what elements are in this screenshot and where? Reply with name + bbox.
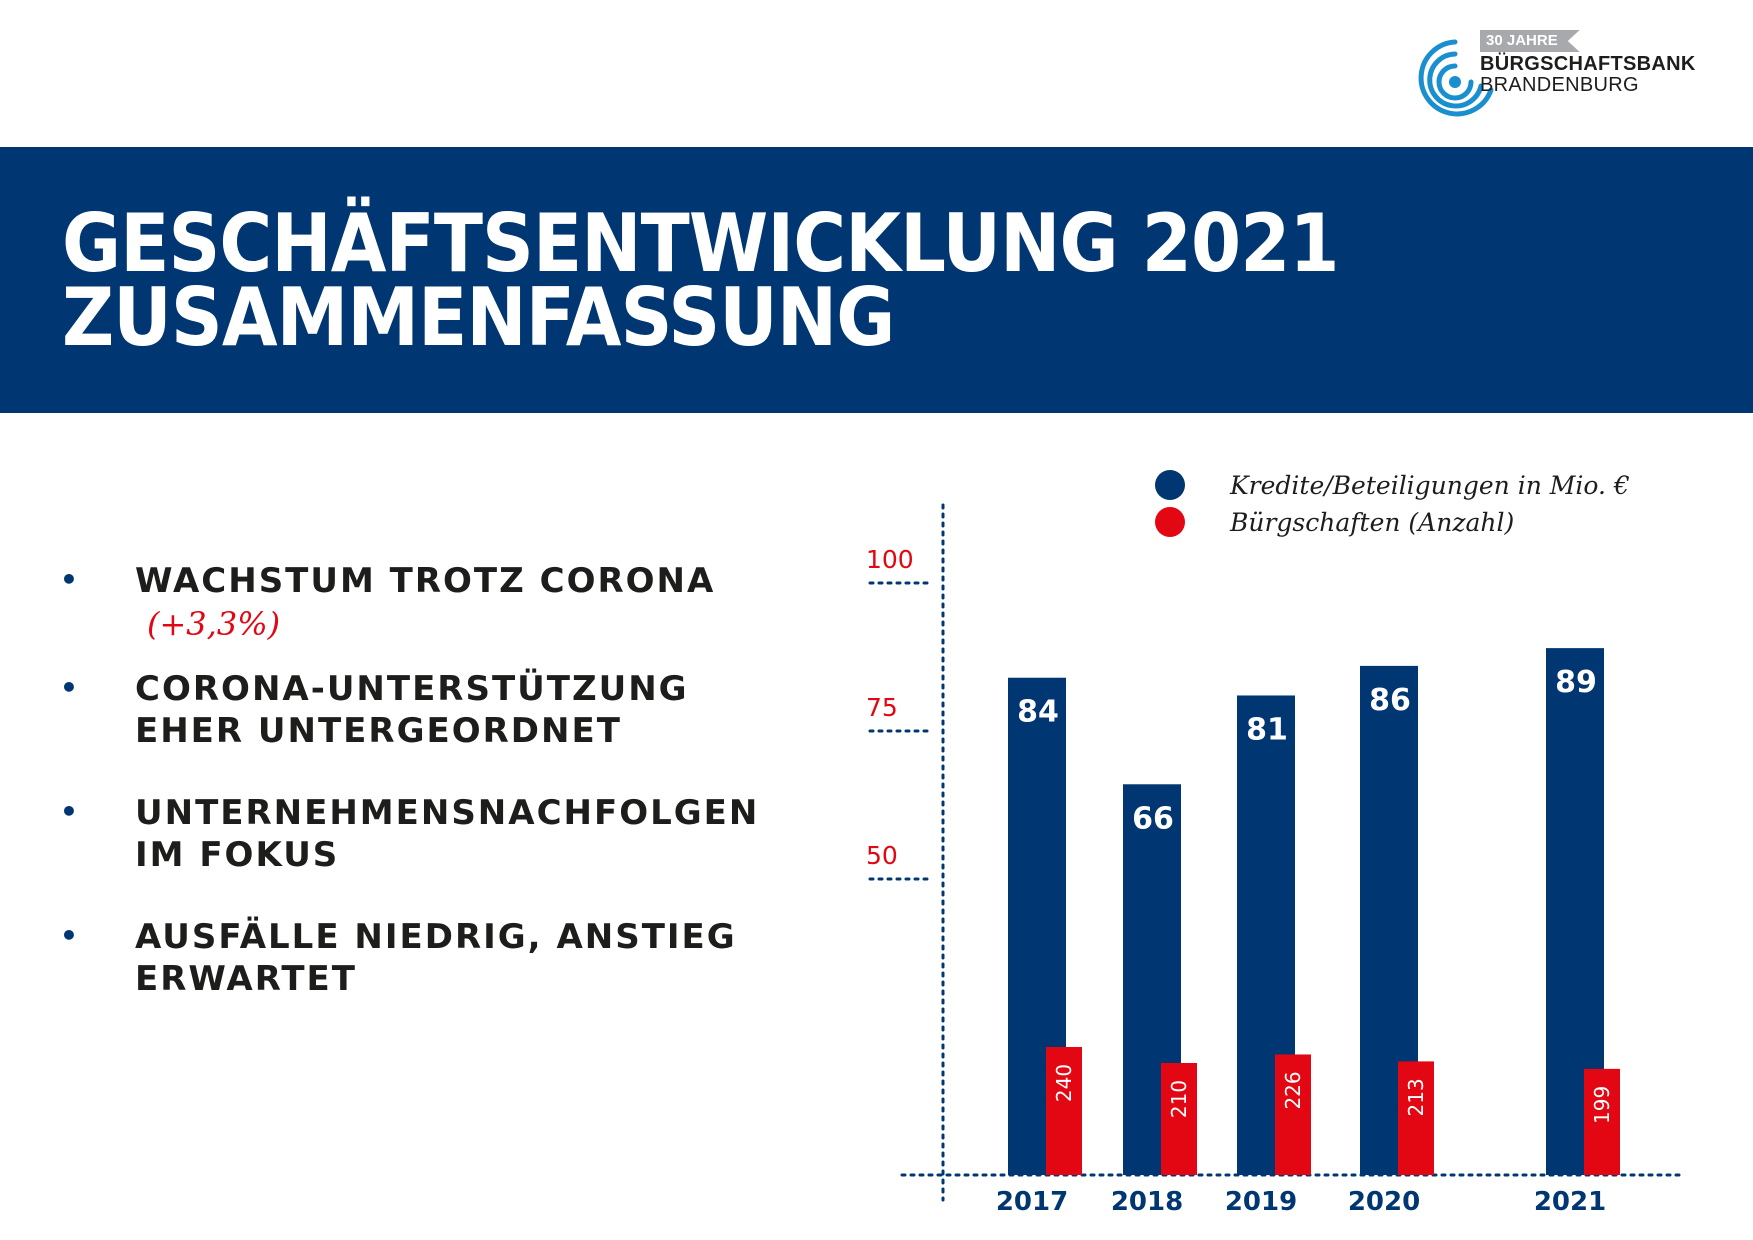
x-tick-label-2018: 2018 <box>1111 1187 1183 1217</box>
summary-item-text: WACHSTUM TROTZ CORONA <box>135 561 716 601</box>
bar-label-kredite-2021: 89 <box>1555 665 1597 700</box>
bar-buergschaften-2020 <box>1398 1061 1434 1175</box>
title-banner: GESCHÄFTSENTWICKLUNG 2021 ZUSAMMENFASSUN… <box>0 147 1753 413</box>
y-tick-label-75: 75 <box>866 693 898 722</box>
legend-label-1: Kredite/Beteiligungen in Mio. € <box>1229 471 1630 500</box>
summary-item-text: CORONA-UNTERSTÜTZUNG EHER UNTERGEORDNET <box>135 669 689 751</box>
bar-label-kredite-2017: 84 <box>1017 695 1059 730</box>
growth-note: (+3,3%) <box>147 605 281 643</box>
summary-item-text: UNTERNEHMENSNACHFOLGEN IM FOKUS <box>135 793 760 875</box>
logo-anniversary-ribbon: 30 JAHRE <box>1480 30 1580 52</box>
summary-list: • WACHSTUM TROTZ CORONA (+3,3%) • CORONA… <box>60 560 800 1000</box>
chart-x-labels: 2017 2018 2019 2020 2021 <box>996 1187 1606 1217</box>
logo: 30 JAHRE BÜRGSCHAFTSBANK BRANDENBURG <box>1415 26 1705 126</box>
chart-bars: 84 240 66 210 81 226 86 213 89 199 <box>1008 648 1620 1175</box>
bar-label-buergschaften-2021: 199 <box>1590 1086 1614 1124</box>
x-tick-label-2021: 2021 <box>1534 1187 1606 1217</box>
chart-legend: Kredite/Beteiligungen in Mio. € Bürgschaf… <box>1155 470 1630 537</box>
bullet-icon: • <box>60 563 78 596</box>
legend-label-2: Bürgschaften (Anzahl) <box>1229 508 1514 537</box>
legend-marker-1 <box>1155 470 1185 500</box>
bar-label-buergschaften-2019: 226 <box>1281 1071 1305 1109</box>
summary-item-text: AUSFÄLLE NIEDRIG, ANSTIEG ERWARTET <box>135 917 737 999</box>
bullet-icon: • <box>60 795 78 828</box>
bar-label-buergschaften-2017: 240 <box>1052 1064 1076 1102</box>
y-tick-label-100: 100 <box>866 545 914 574</box>
x-tick-label-2020: 2020 <box>1348 1187 1420 1217</box>
bar-buergschaften-2017 <box>1046 1047 1082 1175</box>
logo-name-line2: BRANDENBURG <box>1480 74 1639 96</box>
summary-item-1: • WACHSTUM TROTZ CORONA (+3,3%) <box>60 560 800 646</box>
page-title: GESCHÄFTSENTWICKLUNG 2021 ZUSAMMENFASSUN… <box>62 197 1339 364</box>
legend-marker-2 <box>1155 507 1185 537</box>
x-tick-label-2019: 2019 <box>1225 1187 1297 1217</box>
page-title-line1: GESCHÄFTSENTWICKLUNG 2021 <box>62 197 1339 290</box>
logo-swirl-icon <box>1418 39 1494 117</box>
bar-label-buergschaften-2020: 213 <box>1404 1078 1428 1116</box>
summary-item-4: • AUSFÄLLE NIEDRIG, ANSTIEG ERWARTET <box>60 916 775 1000</box>
y-tick-label-50: 50 <box>866 841 898 870</box>
summary-item-3: • UNTERNEHMENSNACHFOLGEN IM FOKUS <box>60 792 775 876</box>
bar-label-buergschaften-2018: 210 <box>1167 1080 1191 1118</box>
bar-label-kredite-2019: 81 <box>1246 712 1288 747</box>
summary-item-2: • CORONA-UNTERSTÜTZUNG EHER UNTERGEORDNE… <box>60 668 775 752</box>
bar-label-kredite-2020: 86 <box>1369 683 1411 718</box>
bullet-icon: • <box>60 919 78 952</box>
bar-buergschaften-2018 <box>1161 1063 1197 1175</box>
bar-buergschaften-2021 <box>1584 1068 1620 1175</box>
x-tick-label-2017: 2017 <box>996 1187 1068 1217</box>
bar-label-kredite-2018: 66 <box>1132 801 1174 836</box>
bullet-icon: • <box>60 671 78 704</box>
bar-buergschaften-2019 <box>1275 1054 1311 1175</box>
page-title-line2: ZUSAMMENFASSUNG <box>62 271 895 364</box>
logo-name-line1: BÜRGSCHAFTSBANK <box>1480 53 1696 75</box>
